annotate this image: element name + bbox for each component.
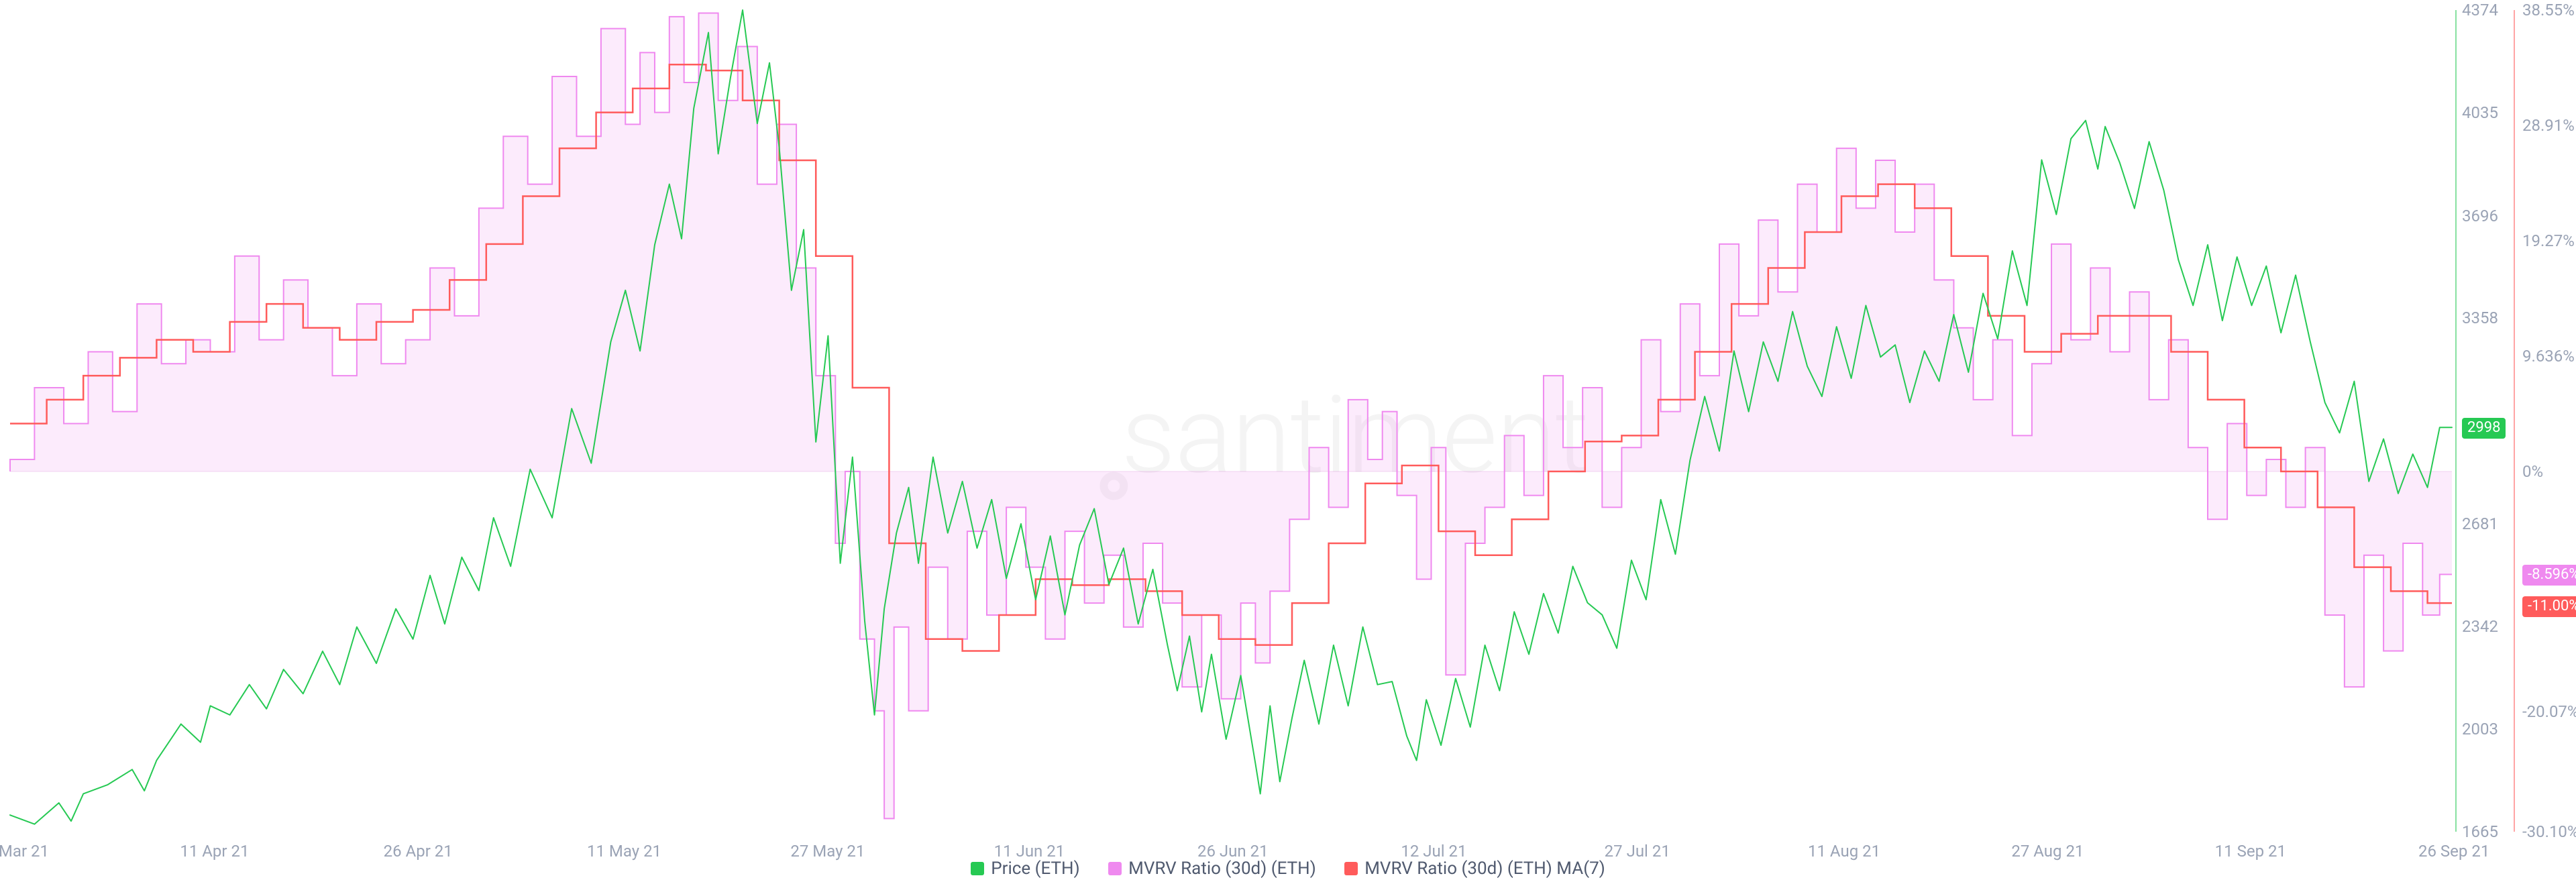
x-axis-label: 26 Jun 21 [1197,842,1269,861]
legend-item-mvrv-ma7[interactable]: MVRV Ratio (30d) (ETH) MA(7) [1344,859,1605,879]
x-axis-label: 11 Apr 21 [180,842,249,861]
legend-label-ma7: MVRV Ratio (30d) (ETH) MA(7) [1364,859,1605,879]
x-axis-label: 26 Mar 21 [0,842,49,861]
pct-axis-label: -20.07% [2522,702,2576,721]
pct-axis-label: 28.91% [2522,116,2575,135]
x-axis-label: 27 Jul 21 [1605,842,1670,861]
x-axis-label: 11 Jun 21 [994,842,1065,861]
legend-label-mvrv: MVRV Ratio (30d) (ETH) [1128,859,1316,879]
price-axis-label: 3696 [2462,207,2498,225]
pct-axis-label: 9.636% [2522,347,2575,366]
pct-axis-label: 0% [2522,462,2543,481]
x-axis-label: 26 Apr 21 [384,842,453,861]
x-axis-label: 12 Jul 21 [1401,842,1466,861]
legend-swatch-ma7 [1344,862,1358,875]
legend: Price (ETH) MVRV Ratio (30d) (ETH) MVRV … [0,859,2576,880]
x-axis-label: 11 Sep 21 [2215,842,2286,861]
price-axis-label: 2342 [2462,617,2498,636]
legend-swatch-mvrv [1108,862,1122,875]
price-axis-label: 2003 [2462,720,2498,738]
price-axis-label: 2681 [2462,514,2498,533]
chart-container: santiment Price (ETH) MVRV Ratio (30d) (… [0,0,2576,872]
pct-axis-label: -30.10% [2522,822,2576,841]
legend-label-price: Price (ETH) [991,859,1079,879]
mvrv-ma7-current-badge: -11.00% [2522,596,2576,616]
legend-item-price[interactable]: Price (ETH) [971,859,1079,879]
price-axis-label: 1665 [2462,822,2498,841]
price-axis-label: 4374 [2462,1,2498,19]
x-axis-label: 26 Sep 21 [2418,842,2489,861]
legend-item-mvrv[interactable]: MVRV Ratio (30d) (ETH) [1108,859,1316,879]
pct-axis-label: 19.27% [2522,231,2575,250]
x-axis-label: 27 Aug 21 [2011,842,2084,861]
x-axis-label: 11 Aug 21 [1808,842,1880,861]
chart-svg[interactable] [0,0,2576,872]
x-axis-label: 27 May 21 [790,842,865,861]
legend-swatch-price [971,862,984,875]
price-axis-label: 4035 [2462,103,2498,122]
mvrv-current-badge: -8.596% [2522,565,2576,585]
price-current-badge: 2998 [2462,418,2506,438]
pct-axis-label: 38.55% [2522,1,2575,19]
price-axis-label: 3358 [2462,309,2498,327]
x-axis-label: 11 May 21 [587,842,661,861]
